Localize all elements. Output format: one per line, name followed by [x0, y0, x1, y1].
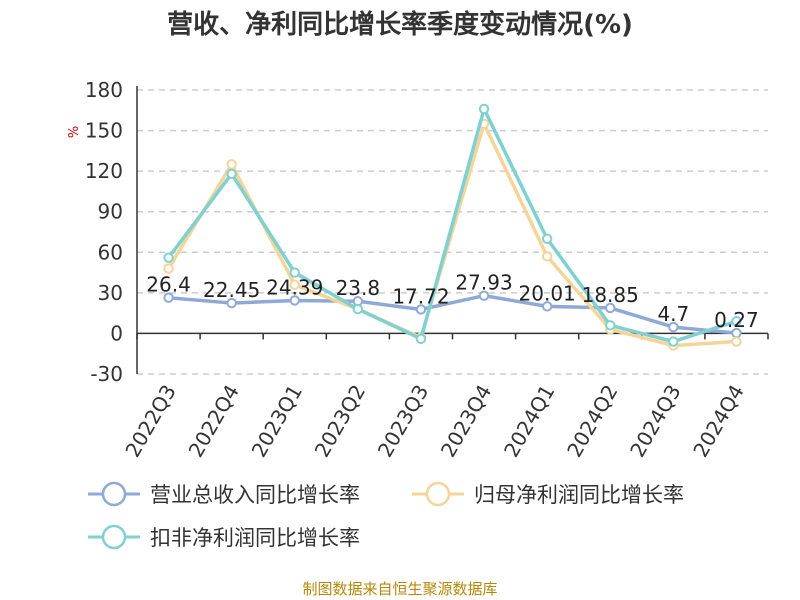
- x-tick-label: 2024Q3: [625, 381, 685, 462]
- data-point: [731, 336, 742, 347]
- data-point: [163, 292, 174, 303]
- data-point: [668, 321, 679, 333]
- data-point: [478, 103, 490, 115]
- legend-label: 归母净利润同比增长率: [474, 483, 684, 507]
- data-point: [415, 304, 427, 315]
- x-tick-label: 2022Q3: [120, 381, 180, 462]
- x-tick-label: 2023Q1: [247, 381, 307, 462]
- legend-label: 扣非净利润同比增长率: [150, 526, 360, 550]
- data-label: 0.27: [714, 308, 759, 332]
- data-point: [226, 168, 237, 180]
- data-label: 17.72: [392, 284, 449, 308]
- series-line-2: [167, 107, 737, 344]
- y-tick-label: 180: [85, 78, 123, 102]
- x-tick-label: 2024Q4: [688, 381, 748, 462]
- y-tick-label: 30: [98, 281, 123, 305]
- data-label: 24.39: [266, 275, 323, 299]
- data-point: [289, 267, 300, 278]
- legend-item-0[interactable]: 营业总收入同比增长率: [88, 481, 360, 507]
- legend-item-1[interactable]: 归母净利润同比增长率: [412, 481, 684, 507]
- data-label: 27.93: [455, 271, 512, 295]
- data-label: 20.01: [519, 281, 576, 305]
- data-point: [163, 263, 174, 274]
- data-label: 18.85: [582, 283, 639, 307]
- y-tick-label: 0: [110, 321, 123, 345]
- legend-label: 营业总收入同比增长率: [150, 483, 360, 507]
- x-tick-label: 2023Q4: [436, 381, 496, 462]
- data-label: 23.8: [336, 276, 381, 300]
- data-point: [541, 251, 553, 262]
- y-tick-label: 90: [98, 200, 123, 224]
- x-tick-label: 2022Q4: [184, 381, 244, 462]
- data-point: [415, 333, 427, 345]
- series-line-0: [168, 293, 737, 335]
- data-source-note: 制图数据来自恒生聚源数据库: [302, 580, 497, 598]
- y-tick-label: -30: [90, 362, 123, 386]
- data-point: [352, 303, 364, 315]
- data-point: [226, 297, 237, 309]
- y-tick-label: 60: [98, 240, 123, 264]
- data-point: [289, 295, 300, 306]
- data-point: [605, 302, 616, 314]
- data-label: 26.4: [146, 273, 191, 297]
- data-point: [541, 233, 553, 244]
- data-point: [478, 290, 490, 301]
- legend-swatch-marker: [425, 481, 451, 507]
- y-tick-label: 150: [85, 119, 123, 143]
- data-point: [289, 279, 300, 290]
- data-point: [541, 301, 553, 312]
- data-point: [163, 252, 174, 263]
- x-tick-label: 2024Q2: [562, 381, 622, 462]
- chart-title: 营收、净利同比增长率季度变动情况(%): [167, 9, 633, 40]
- legend-swatch-marker: [101, 524, 127, 550]
- x-tick-label: 2023Q3: [373, 381, 433, 462]
- data-point: [605, 320, 616, 331]
- legend-item-2[interactable]: 扣非净利润同比增长率: [88, 524, 360, 550]
- data-label: 4.7: [657, 302, 689, 326]
- legend-swatch-marker: [101, 481, 127, 507]
- data-point: [226, 159, 237, 170]
- data-point: [668, 336, 679, 347]
- data-point: [731, 316, 742, 327]
- y-tick-label: 120: [85, 159, 123, 183]
- y-axis-unit: %: [67, 126, 82, 138]
- series-line-1: [167, 122, 737, 348]
- series-lines: [163, 103, 742, 351]
- data-label: 22.45: [203, 278, 260, 302]
- x-tick-label: 2023Q2: [310, 381, 370, 462]
- x-tick-label: 2024Q1: [499, 381, 559, 462]
